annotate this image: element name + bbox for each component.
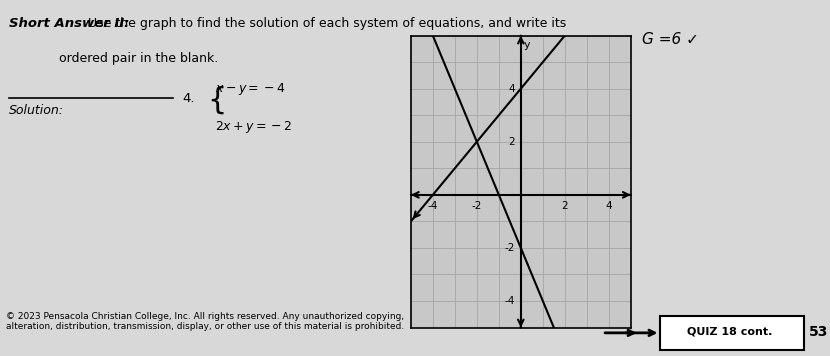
FancyBboxPatch shape bbox=[661, 316, 804, 350]
Text: $2x + y = -2$: $2x + y = -2$ bbox=[214, 119, 292, 135]
Text: QUIZ 18 cont.: QUIZ 18 cont. bbox=[687, 327, 773, 337]
Text: 2: 2 bbox=[509, 137, 515, 147]
Text: $x - y = -4$: $x - y = -4$ bbox=[214, 81, 285, 97]
Text: 53: 53 bbox=[808, 325, 828, 339]
Text: G =6 ✓: G =6 ✓ bbox=[642, 32, 700, 47]
Text: {: { bbox=[208, 85, 227, 114]
Text: ordered pair in the blank.: ordered pair in the blank. bbox=[60, 52, 218, 64]
Text: Short Answer II:: Short Answer II: bbox=[9, 16, 129, 30]
Text: 2: 2 bbox=[562, 201, 568, 211]
Text: -4: -4 bbox=[427, 201, 438, 211]
Text: © 2023 Pensacola Christian College, Inc. All rights reserved. Any unauthorized c: © 2023 Pensacola Christian College, Inc.… bbox=[6, 312, 404, 331]
Text: Use the graph to find the solution of each system of equations, and write its: Use the graph to find the solution of ea… bbox=[85, 16, 567, 30]
Text: 4.: 4. bbox=[183, 93, 195, 105]
Text: -4: -4 bbox=[505, 296, 515, 306]
Text: y: y bbox=[524, 40, 530, 49]
Text: 4: 4 bbox=[509, 84, 515, 94]
Text: Solution:: Solution: bbox=[9, 104, 64, 117]
Text: -2: -2 bbox=[471, 201, 482, 211]
Text: 4: 4 bbox=[606, 201, 612, 211]
Text: -2: -2 bbox=[505, 243, 515, 253]
